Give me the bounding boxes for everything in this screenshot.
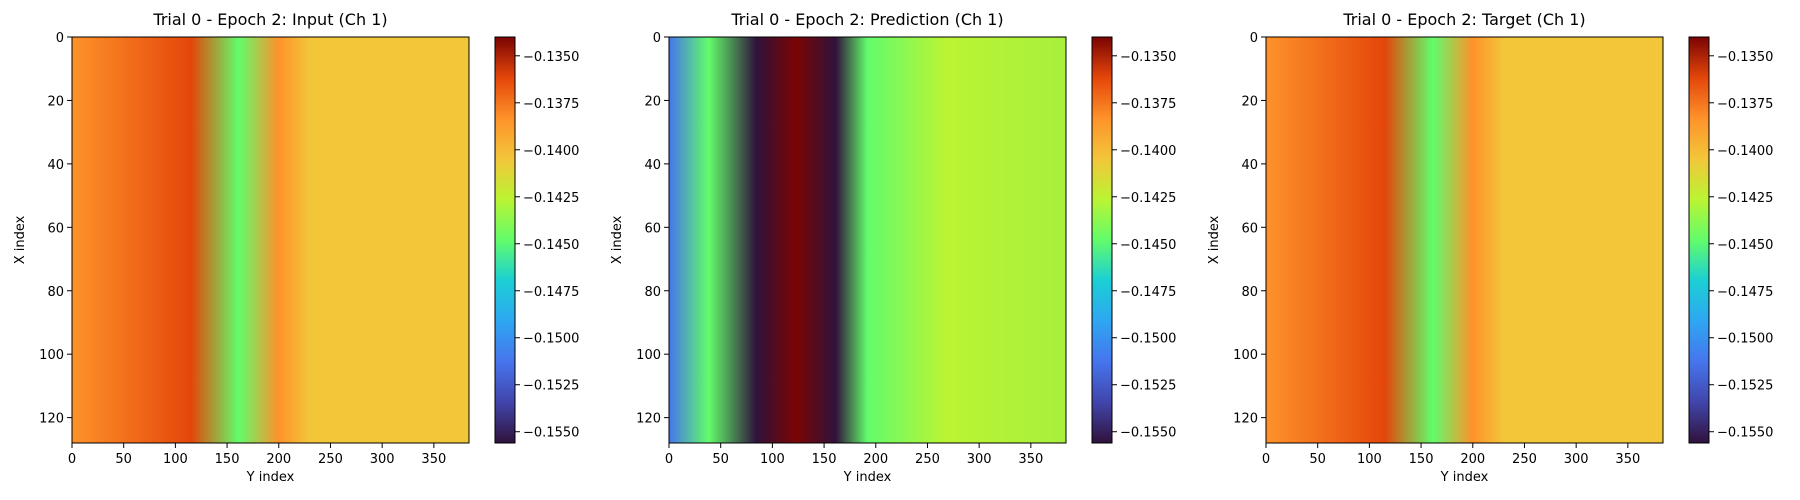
x-tick-label: 100 (1357, 452, 1382, 467)
colorbar-tick-label: −0.1550 (523, 426, 579, 441)
colorbar-tick-label: −0.1450 (523, 238, 579, 253)
colorbar (494, 36, 516, 444)
colorbar-tick-label: −0.1425 (523, 191, 579, 206)
y-tick-label: 100 (1233, 348, 1258, 363)
heatmap-image (72, 37, 469, 443)
colorbar-tick-label: −0.1375 (1717, 97, 1773, 112)
heatmap-panel-1: Trial 0 - Epoch 2: Input (Ch 1) 0 50 100 150… (13, 10, 579, 485)
y-tick-label: 120 (1233, 412, 1258, 427)
colorbar (1688, 36, 1710, 444)
x-axis-label: Y index (1440, 470, 1489, 485)
y-tick-label: 40 (644, 158, 661, 173)
x-tick-label: 200 (266, 452, 291, 467)
y-tick-label: 40 (1241, 158, 1258, 173)
colorbar-tick-label: −0.1475 (523, 285, 579, 300)
colorbar-tick-label: −0.1400 (1120, 144, 1176, 159)
colorbar-tick-label: −0.1350 (1717, 50, 1773, 65)
axes-frame (71, 36, 470, 444)
y-tick-label: 60 (644, 221, 661, 236)
colorbar-tick-label: −0.1400 (523, 144, 579, 159)
colorbar-tick-label: −0.1475 (1120, 285, 1176, 300)
colorbar-tick-label: −0.1375 (523, 97, 579, 112)
y-axis-label: X index (610, 215, 625, 264)
x-tick-label: 50 (712, 452, 729, 467)
x-tick-label: 200 (1460, 452, 1485, 467)
colorbar-tick-label: −0.1550 (1120, 426, 1176, 441)
x-tick-label: 250 (318, 452, 343, 467)
heatmap-panel-3: Trial 0 - Epoch 2: Target (Ch 1) 0 50 100 15… (1207, 10, 1773, 485)
heatmap-panel-2: Trial 0 - Epoch 2: Prediction (Ch 1) 0 50 1… (610, 10, 1176, 485)
colorbar-tick-label: −0.1525 (523, 379, 579, 394)
panel-title: Trial 0 - Epoch 2: Prediction (Ch 1) (730, 10, 1003, 29)
y-tick-label: 20 (644, 94, 661, 109)
colorbar-tick-label: −0.1425 (1120, 191, 1176, 206)
x-tick-label: 0 (1262, 452, 1270, 467)
colorbar-tick-label: −0.1375 (1120, 97, 1176, 112)
y-tick-label: 80 (1241, 285, 1258, 300)
y-tick-label: 120 (39, 412, 64, 427)
heatmap-image (1266, 37, 1663, 443)
y-tick-label: 0 (56, 31, 64, 46)
x-tick-label: 200 (863, 452, 888, 467)
x-axis-label: Y index (843, 470, 892, 485)
x-tick-label: 150 (1409, 452, 1434, 467)
colorbar-tick-label: −0.1450 (1717, 238, 1773, 253)
x-tick-label: 300 (370, 452, 395, 467)
colorbar-tick-label: −0.1500 (1120, 332, 1176, 347)
colorbar-tick-label: −0.1350 (1120, 50, 1176, 65)
x-tick-label: 300 (967, 452, 992, 467)
y-axis-label: X index (1207, 215, 1222, 264)
colorbar-tick-label: −0.1350 (523, 50, 579, 65)
heatmap-image (669, 37, 1066, 443)
y-tick-label: 80 (644, 285, 661, 300)
colorbar-tick-label: −0.1475 (1717, 285, 1773, 300)
x-tick-label: 50 (115, 452, 132, 467)
x-tick-label: 100 (760, 452, 785, 467)
colorbar (1091, 36, 1113, 444)
y-tick-label: 100 (636, 348, 661, 363)
x-tick-label: 250 (1512, 452, 1537, 467)
colorbar-tick-label: −0.1400 (1717, 144, 1773, 159)
x-axis-label: Y index (246, 470, 295, 485)
x-tick-label: 0 (68, 452, 76, 467)
panel-title: Trial 0 - Epoch 2: Target (Ch 1) (1342, 10, 1585, 29)
y-tick-label: 120 (636, 412, 661, 427)
panel-title: Trial 0 - Epoch 2: Input (Ch 1) (152, 10, 387, 29)
y-tick-label: 20 (47, 94, 64, 109)
colorbar-tick-label: −0.1550 (1717, 426, 1773, 441)
x-tick-label: 250 (915, 452, 940, 467)
x-tick-label: 50 (1309, 452, 1326, 467)
x-tick-label: 300 (1564, 452, 1589, 467)
colorbar-tick-label: −0.1450 (1120, 238, 1176, 253)
x-tick-label: 150 (215, 452, 240, 467)
colorbar-tick-label: −0.1500 (1717, 332, 1773, 347)
y-tick-label: 100 (39, 348, 64, 363)
axes-frame (1265, 36, 1664, 444)
y-tick-label: 60 (1241, 221, 1258, 236)
y-tick-label: 20 (1241, 94, 1258, 109)
y-tick-label: 0 (1250, 31, 1258, 46)
colorbar-tick-label: −0.1525 (1120, 379, 1176, 394)
x-tick-label: 100 (163, 452, 188, 467)
x-tick-label: 350 (1018, 452, 1043, 467)
x-tick-label: 150 (812, 452, 837, 467)
y-tick-label: 80 (47, 285, 64, 300)
x-tick-label: 0 (665, 452, 673, 467)
y-tick-label: 60 (47, 221, 64, 236)
axes-frame (668, 36, 1067, 444)
y-axis-label: X index (13, 215, 28, 264)
y-tick-label: 0 (653, 31, 661, 46)
y-tick-label: 40 (47, 158, 64, 173)
colorbar-tick-label: −0.1500 (523, 332, 579, 347)
x-tick-label: 350 (1615, 452, 1640, 467)
x-tick-label: 350 (421, 452, 446, 467)
colorbar-tick-label: −0.1525 (1717, 379, 1773, 394)
colorbar-tick-label: −0.1425 (1717, 191, 1773, 206)
